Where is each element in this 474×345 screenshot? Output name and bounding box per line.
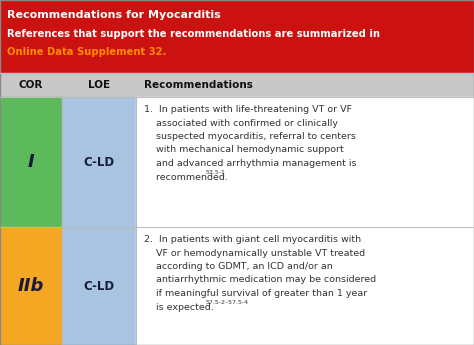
Text: IIb: IIb [18,277,44,295]
Text: suspected myocarditis, referral to centers: suspected myocarditis, referral to cente… [144,132,356,141]
Text: and advanced arrhythmia management is: and advanced arrhythmia management is [144,159,356,168]
Text: with mechanical hemodynamic support: with mechanical hemodynamic support [144,146,344,155]
Text: LOE: LOE [88,80,110,90]
Text: antiarrhythmic medication may be considered: antiarrhythmic medication may be conside… [144,276,376,285]
Bar [0,0,474,73]
Text: Recommendations: Recommendations [144,80,253,90]
Text: associated with confirmed or clinically: associated with confirmed or clinically [144,118,338,128]
Text: VF or hemodynamically unstable VT treated: VF or hemodynamically unstable VT treate… [144,248,365,257]
Text: COR: COR [19,80,43,90]
Bar [0,227,62,345]
Bar [136,97,474,227]
Text: 2.  In patients with giant cell myocarditis with: 2. In patients with giant cell myocardit… [144,235,361,244]
Text: Recommendations for Myocarditis: Recommendations for Myocarditis [7,10,221,20]
Text: 1.  In patients with life-threatening VT or VF: 1. In patients with life-threatening VT … [144,105,352,114]
Text: C-LD: C-LD [83,156,115,168]
Text: References that support the recommendations are summarized in: References that support the recommendati… [7,29,380,39]
Text: I: I [27,153,35,171]
Text: according to GDMT, an ICD and/or an: according to GDMT, an ICD and/or an [144,262,333,271]
Bar [62,227,136,345]
Bar [0,97,62,227]
Text: 57.5-1: 57.5-1 [205,170,225,176]
Bar [62,97,136,227]
Text: 57.5-2–57.5-4: 57.5-2–57.5-4 [205,300,248,306]
Bar [0,73,474,97]
Bar [136,227,474,345]
Text: Online Data Supplement 32.: Online Data Supplement 32. [7,47,166,57]
Text: C-LD: C-LD [83,279,115,293]
Text: if meaningful survival of greater than 1 year: if meaningful survival of greater than 1… [144,289,367,298]
Text: recommended.: recommended. [144,172,228,181]
Text: is expected.: is expected. [144,303,214,312]
